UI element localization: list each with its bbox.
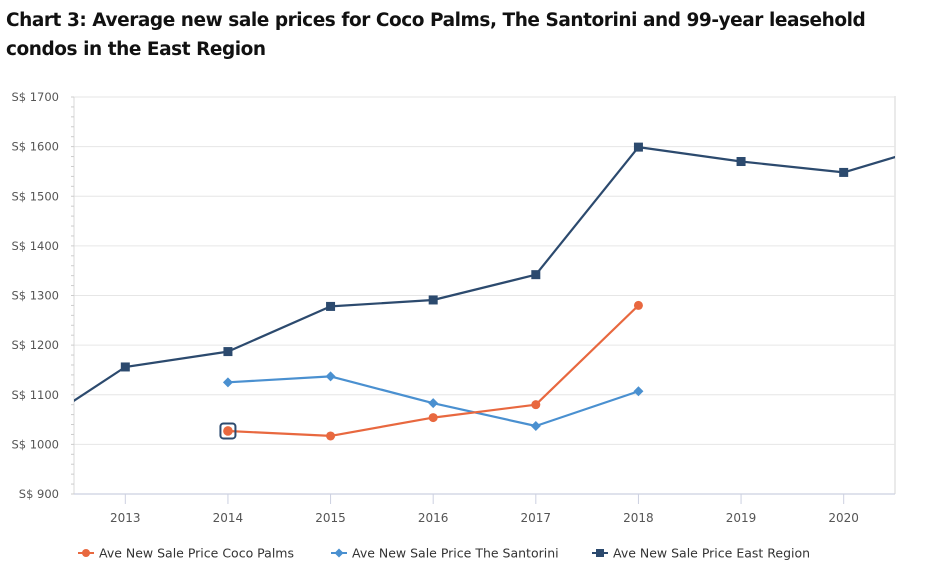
data-point	[428, 295, 438, 305]
x-axis: 2013 2014 2015 2016 2017 2018 2019 2020	[74, 493, 895, 525]
legend-marker-icon	[82, 549, 90, 557]
y-tick-label: S$ 1700	[11, 90, 59, 104]
y-tick-label: S$ 900	[19, 487, 59, 501]
y-axis: S$ 900 S$ 1000 S$ 1100 S$ 1200 S$ 1300 S$ 140…	[11, 90, 75, 501]
legend-item[interactable]: Ave New Sale Price East Region	[592, 546, 810, 561]
y-tick-label: S$ 1300	[11, 289, 59, 303]
x-tick-label: 2014	[213, 511, 244, 525]
y-tick-label: S$ 1500	[11, 189, 59, 203]
series-layer	[74, 146, 895, 437]
data-point	[633, 142, 643, 152]
x-tick-label: 2018	[623, 511, 654, 525]
legend-item[interactable]: Ave New Sale Price The Santorini	[331, 546, 559, 561]
markers-layer	[120, 142, 849, 441]
legend-label: Ave New Sale Price Coco Palms	[99, 546, 294, 561]
x-tick-label: 2013	[110, 511, 141, 525]
y-tick-label: S$ 1200	[11, 338, 59, 352]
x-tick-label: 2015	[315, 511, 346, 525]
data-point	[120, 362, 130, 372]
legend-label: Ave New Sale Price The Santorini	[352, 546, 559, 561]
data-point	[326, 301, 336, 311]
y-tick-label: S$ 1000	[11, 437, 59, 451]
data-point	[530, 421, 541, 432]
data-point	[531, 400, 541, 410]
data-point	[633, 300, 643, 310]
data-point	[428, 413, 438, 423]
x-tick-label: 2016	[418, 511, 449, 525]
data-point	[531, 270, 541, 280]
y-tick-label: S$ 1100	[11, 388, 59, 402]
x-tick-label: 2019	[726, 511, 757, 525]
series-line	[74, 146, 895, 403]
highlighted-data-point	[223, 426, 233, 436]
data-point	[222, 377, 233, 388]
gridlines	[74, 96, 896, 494]
legend-item[interactable]: Ave New Sale Price Coco Palms	[78, 546, 294, 561]
y-tick-label: S$ 1400	[11, 239, 59, 253]
legend-label: Ave New Sale Price East Region	[613, 546, 810, 561]
data-point	[326, 431, 336, 441]
hover-highlight[interactable]	[219, 422, 237, 440]
chart-title: Chart 3: Average new sale prices for Coc…	[6, 10, 866, 60]
x-tick-label: 2017	[521, 511, 552, 525]
legend-marker-icon	[334, 548, 344, 558]
data-point	[736, 157, 746, 167]
data-point	[839, 167, 849, 177]
legend-marker-icon	[596, 549, 604, 557]
data-point	[428, 398, 439, 409]
legend: Ave New Sale Price Coco Palms Ave New Sal…	[78, 546, 810, 561]
x-tick-label: 2020	[828, 511, 859, 525]
data-point	[223, 347, 233, 357]
data-point	[633, 386, 644, 397]
data-point	[325, 371, 336, 382]
y-tick-label: S$ 1600	[11, 140, 59, 154]
